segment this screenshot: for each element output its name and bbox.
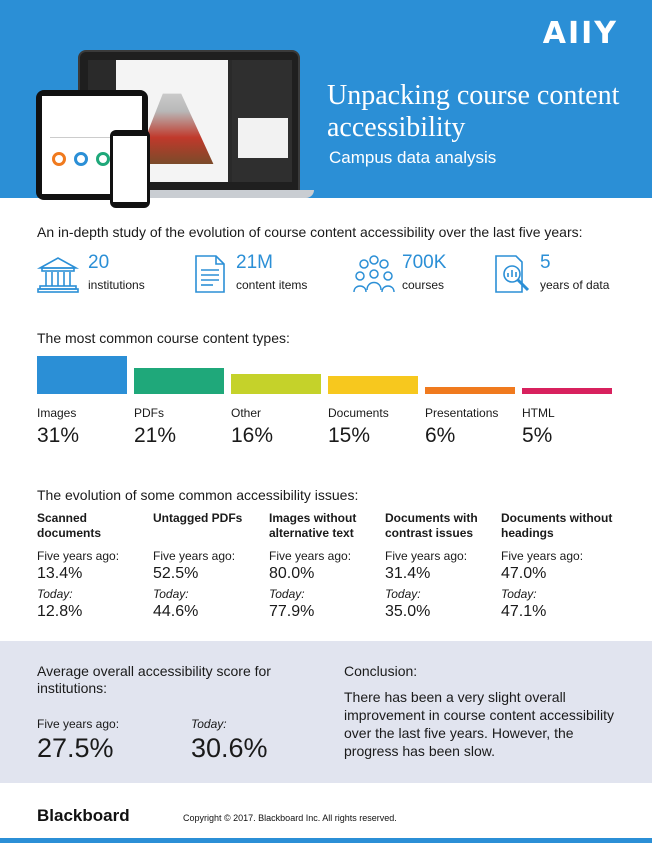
document-icon xyxy=(195,255,225,293)
past-label: Five years ago: xyxy=(269,549,352,563)
stat-value: 700K xyxy=(402,252,447,273)
content-type-percent: 5% xyxy=(522,424,553,447)
issue-name: Documents without headings xyxy=(501,511,613,540)
today-label: Today: xyxy=(269,587,305,601)
content-types-heading: The most common course content types: xyxy=(37,330,290,346)
content-type-percent: 6% xyxy=(425,424,456,447)
past-label: Five years ago: xyxy=(37,549,120,563)
today-value: 47.1% xyxy=(501,603,547,620)
stat-years: 5 years of data xyxy=(490,252,630,298)
today-label: Today: xyxy=(385,587,421,601)
content-type-label: HTML xyxy=(522,406,555,420)
page-subtitle: Campus data analysis xyxy=(329,148,497,167)
stat-label: institutions xyxy=(88,278,145,292)
stat-label: years of data xyxy=(540,278,610,292)
content-type-label: Other xyxy=(231,406,262,420)
content-type-label: PDFs xyxy=(134,406,164,420)
issue-name: Untagged PDFs xyxy=(153,511,243,525)
average-score-title: Average overall accessibility score for … xyxy=(37,663,271,696)
past-label: Five years ago: xyxy=(37,717,120,731)
content-type-percent: 31% xyxy=(37,424,80,447)
content-type-bar xyxy=(328,376,418,394)
issue-scanned-documents: Scanned documents Five years ago: 13.4% … xyxy=(37,511,149,621)
issue-contrast: Documents with contrast issues Five year… xyxy=(385,511,497,621)
stat-value: 5 xyxy=(540,252,551,273)
issue-untagged-pdfs: Untagged PDFs Five years ago: 52.5% Toda… xyxy=(153,511,265,621)
today-label: Today: xyxy=(191,717,227,731)
past-value: 31.4% xyxy=(385,565,431,582)
stat-content-items: 21M content items xyxy=(188,252,328,298)
content-type-bar xyxy=(37,356,127,394)
past-value: 80.0% xyxy=(269,565,315,582)
feedback-panel-image xyxy=(232,60,292,182)
blackboard-logo: Blackboard xyxy=(37,806,130,825)
today-value: 77.9% xyxy=(269,603,315,620)
today-label: Today: xyxy=(153,587,189,601)
phone-illustration xyxy=(110,130,150,208)
today-value: 35.0% xyxy=(385,603,431,620)
content-type-bar xyxy=(231,374,321,394)
today-label: Today: xyxy=(37,587,73,601)
ally-logo: AIIY xyxy=(542,16,618,51)
today-value: 30.6% xyxy=(191,733,268,763)
data-search-icon xyxy=(495,255,530,293)
stat-label: content items xyxy=(236,278,308,292)
copyright-text: Copyright © 2017. Blackboard Inc. All ri… xyxy=(183,813,397,823)
content-type-percent: 16% xyxy=(231,424,274,447)
issue-name: Documents with contrast issues xyxy=(385,511,478,540)
issue-name: Images without alternative text xyxy=(269,511,357,540)
content-type-label: Images xyxy=(37,406,77,420)
conclusion-text: There has been a very slight overall imp… xyxy=(344,689,615,759)
issue-no-headings: Documents without headings Five years ag… xyxy=(501,511,613,621)
content-type-bar xyxy=(425,387,515,394)
evolution-heading: The evolution of some common accessibili… xyxy=(37,487,359,503)
average-today: Today: 30.6% xyxy=(191,717,268,764)
study-intro: An in-depth study of the evolution of co… xyxy=(37,224,583,240)
content-type-label: Presentations xyxy=(425,406,499,420)
today-value: 44.6% xyxy=(153,603,199,620)
today-label: Today: xyxy=(501,587,537,601)
past-value: 47.0% xyxy=(501,565,547,582)
header-banner: AIIY Unpacking course content accessibil… xyxy=(0,0,652,208)
past-label: Five years ago: xyxy=(153,549,236,563)
past-value: 13.4% xyxy=(37,565,83,582)
stat-value: 20 xyxy=(88,252,110,273)
content-type-percent: 15% xyxy=(328,424,371,447)
footer-accent-line xyxy=(0,838,652,843)
content-type-bar xyxy=(522,388,612,394)
today-value: 12.8% xyxy=(37,603,83,620)
issue-images-no-alt: Images without alternative text Five yea… xyxy=(269,511,381,621)
people-group-icon xyxy=(353,255,395,293)
content-type-label: Documents xyxy=(328,406,389,420)
page-title: Unpacking course content accessibility xyxy=(327,80,620,143)
stat-institutions: 20 institutions xyxy=(36,252,176,298)
content-type-bar xyxy=(134,368,224,394)
content-type-percent: 21% xyxy=(134,424,177,447)
past-label: Five years ago: xyxy=(501,549,584,563)
issue-name: Scanned documents xyxy=(37,511,102,540)
tablet-illustration xyxy=(36,90,148,200)
conclusion-title: Conclusion: xyxy=(344,663,418,679)
summary-panel: Average overall accessibility score for … xyxy=(0,641,652,783)
stat-value: 21M xyxy=(236,252,273,273)
past-label: Five years ago: xyxy=(385,549,468,563)
stat-label: courses xyxy=(402,278,445,292)
past-value: 27.5% xyxy=(37,733,114,763)
stat-courses: 700K courses xyxy=(352,252,482,298)
laptop-base xyxy=(66,190,314,198)
past-value: 52.5% xyxy=(153,565,199,582)
building-icon xyxy=(36,257,80,293)
average-past: Five years ago: 27.5% xyxy=(37,717,119,764)
